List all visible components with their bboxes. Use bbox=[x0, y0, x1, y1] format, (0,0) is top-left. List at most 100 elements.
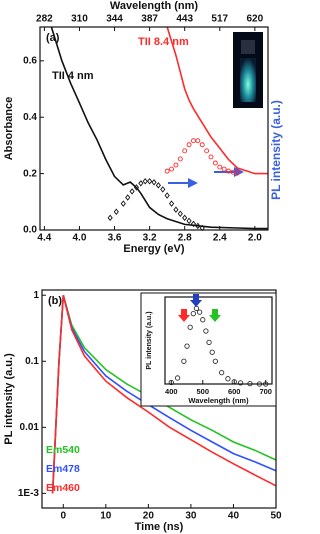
x2-tick-label: 344 bbox=[106, 14, 123, 25]
data-point bbox=[129, 188, 135, 195]
x-tick-label: 4.0 bbox=[73, 233, 87, 244]
data-point bbox=[212, 358, 219, 364]
series-label: TII 8.4 nm bbox=[138, 36, 189, 48]
data-point bbox=[209, 349, 215, 355]
data-point bbox=[203, 328, 209, 334]
y-tick-label: 0.4 bbox=[23, 112, 37, 123]
data-point bbox=[181, 358, 187, 364]
data-point bbox=[195, 222, 201, 230]
data-point bbox=[184, 343, 190, 349]
data-point bbox=[199, 142, 205, 148]
x-axis-label: Time (ns) bbox=[135, 521, 184, 533]
panel-label: (a) bbox=[46, 32, 60, 44]
data-point bbox=[168, 200, 175, 207]
data-line bbox=[166, 26, 268, 175]
data-point bbox=[204, 148, 210, 154]
data-point bbox=[221, 166, 227, 172]
data-point bbox=[190, 310, 196, 317]
x-tick-label: 2.8 bbox=[178, 233, 192, 244]
x-tick-label: 3.2 bbox=[143, 233, 157, 244]
series-label: Em478 bbox=[46, 463, 80, 475]
inset-arrow bbox=[178, 309, 190, 322]
x2-tick-label: 282 bbox=[36, 14, 53, 25]
inset-background bbox=[140, 292, 277, 407]
data-point bbox=[208, 154, 214, 160]
y-tick-label: 0.1 bbox=[25, 356, 39, 367]
data-point bbox=[234, 170, 240, 176]
x-tick-label: 600 bbox=[228, 387, 241, 396]
data-point bbox=[182, 214, 188, 222]
data-line bbox=[51, 295, 277, 494]
panel: 0 10 20 30 40 50 1E-3 0.01 0.1 1 Time (ns) PL inten… bbox=[3, 289, 282, 533]
data-point bbox=[226, 168, 231, 174]
data-point bbox=[151, 179, 157, 186]
y-tick-label: 1E-3 bbox=[18, 488, 40, 499]
data-point bbox=[218, 370, 225, 376]
data-point bbox=[113, 208, 119, 215]
y2-axis-label: PL intensity (a.u.) bbox=[269, 100, 283, 200]
data-point bbox=[174, 375, 181, 381]
x-tick-label: 10 bbox=[100, 511, 112, 522]
y-axis-label: PL intensity (a.u.) bbox=[3, 353, 15, 445]
data-point bbox=[177, 210, 183, 217]
plot-frame bbox=[39, 26, 269, 231]
y-axis-label: PL intensity (a.u.) bbox=[146, 311, 153, 369]
x-tick-label: 700 bbox=[259, 387, 272, 396]
data-point bbox=[173, 162, 179, 168]
y-axis-label: Absorbance bbox=[3, 97, 15, 161]
inset-chart: 400 500 600 700 Wavelength (nm) PL intensity … bbox=[140, 292, 277, 407]
x-axis-label: Wavelength (nm) bbox=[188, 396, 249, 405]
data-point bbox=[173, 206, 179, 213]
data-point bbox=[164, 192, 170, 199]
x-tick-label: 400 bbox=[165, 387, 178, 396]
data-point bbox=[164, 168, 170, 174]
data-point bbox=[230, 169, 236, 175]
x2-tick-label: 517 bbox=[211, 14, 228, 25]
x-tick-label: 2.4 bbox=[213, 233, 227, 244]
x2-tick-label: 620 bbox=[247, 14, 264, 25]
data-point bbox=[186, 217, 192, 225]
data-point bbox=[212, 160, 218, 166]
data-point bbox=[225, 376, 231, 382]
data-point bbox=[200, 317, 206, 323]
data-point bbox=[147, 178, 153, 185]
data-point bbox=[177, 156, 183, 162]
y-tick-label: 1 bbox=[33, 290, 39, 301]
data-point bbox=[182, 148, 188, 154]
data-point bbox=[195, 138, 201, 144]
data-point bbox=[168, 379, 174, 386]
data-point bbox=[138, 180, 144, 187]
x-axis-label: Energy (eV) bbox=[123, 243, 184, 255]
data-point bbox=[142, 178, 148, 185]
figure: 4.4 4.0 3.6 3.2 2.8 2.4 2.0 282 310 344 387 443 517 6… bbox=[3, 0, 283, 533]
x-tick-label: 4.4 bbox=[37, 233, 51, 244]
x-tick-label: 30 bbox=[185, 511, 197, 522]
x-tick-label: 0 bbox=[60, 511, 66, 522]
data-point bbox=[237, 380, 244, 386]
vial-cap bbox=[241, 40, 255, 54]
y-tick-label: 0.0 bbox=[23, 225, 37, 236]
page: {"chart_data": [ {"type": "line", "panel… bbox=[2, 0, 283, 533]
data-point bbox=[133, 184, 140, 191]
y-tick-label: 0.2 bbox=[23, 168, 37, 179]
data-point bbox=[206, 339, 212, 346]
data-point bbox=[107, 214, 113, 222]
data-line bbox=[50, 26, 268, 230]
data-point bbox=[190, 220, 197, 228]
series-label: TII 4 nm bbox=[52, 70, 94, 82]
data-point bbox=[187, 324, 193, 330]
plot-frame bbox=[164, 296, 273, 385]
data-point bbox=[186, 142, 192, 148]
data-point bbox=[196, 309, 203, 315]
series-label: Em460 bbox=[46, 482, 80, 494]
x2-tick-label: 310 bbox=[71, 14, 88, 25]
data-point bbox=[160, 186, 166, 193]
data-point bbox=[169, 166, 174, 172]
x-tick-label: 2.0 bbox=[248, 233, 262, 244]
inset-arrow bbox=[209, 309, 221, 322]
x2-axis-label: Wavelength (nm) bbox=[110, 0, 199, 12]
x-tick-label: 20 bbox=[143, 511, 155, 522]
data-point bbox=[120, 200, 126, 207]
y-tick-label: 0.01 bbox=[20, 422, 40, 433]
data-point bbox=[125, 194, 131, 201]
